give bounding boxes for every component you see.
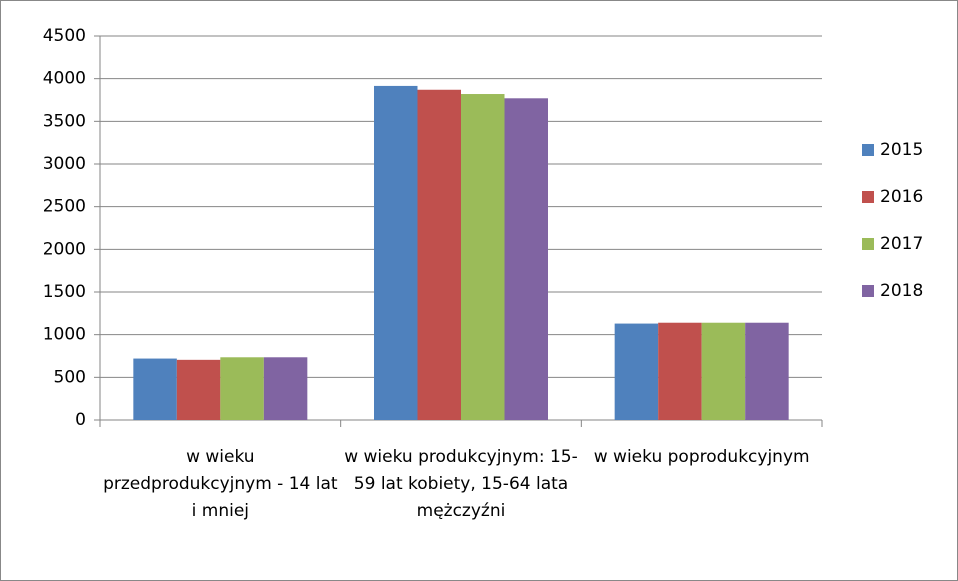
bar [374, 85, 418, 421]
y-tick-label: 3500 [43, 111, 86, 131]
bar [417, 89, 461, 420]
bar [133, 358, 177, 420]
y-tick-label: 2000 [43, 239, 86, 259]
bar [504, 98, 548, 420]
x-tick-label: w wieku produkcyjnym: 15-59 lat kobiety,… [344, 447, 578, 521]
y-tick-label: 4500 [43, 26, 86, 46]
legend-swatch [862, 144, 874, 156]
bar [176, 359, 221, 420]
y-tick-label: 500 [54, 367, 86, 387]
bar [263, 357, 308, 420]
legend-swatch [862, 238, 874, 250]
y-tick-label: 1000 [43, 325, 86, 345]
y-tick-label: 1500 [43, 282, 86, 302]
bar [220, 357, 264, 420]
bar [745, 322, 789, 420]
bar [701, 322, 746, 420]
bar [461, 94, 505, 420]
legend-label: 2015 [880, 140, 923, 160]
x-tick-label: w wieku poprodukcyjnym [593, 447, 810, 467]
legend-label: 2016 [880, 187, 923, 207]
bar [658, 322, 702, 420]
legend-swatch [862, 285, 874, 297]
legend-label: 2017 [880, 234, 923, 254]
y-tick-label: 2500 [43, 197, 86, 217]
y-tick-label: 4000 [43, 69, 86, 89]
legend-swatch [862, 191, 874, 203]
y-tick-label: 3000 [43, 154, 86, 174]
x-tick-label: w wieku przedprodukcyjnym - 14 lat i mni… [103, 447, 338, 521]
y-tick-label: 0 [75, 410, 86, 430]
legend-label: 2018 [880, 281, 923, 301]
bar [614, 323, 659, 420]
